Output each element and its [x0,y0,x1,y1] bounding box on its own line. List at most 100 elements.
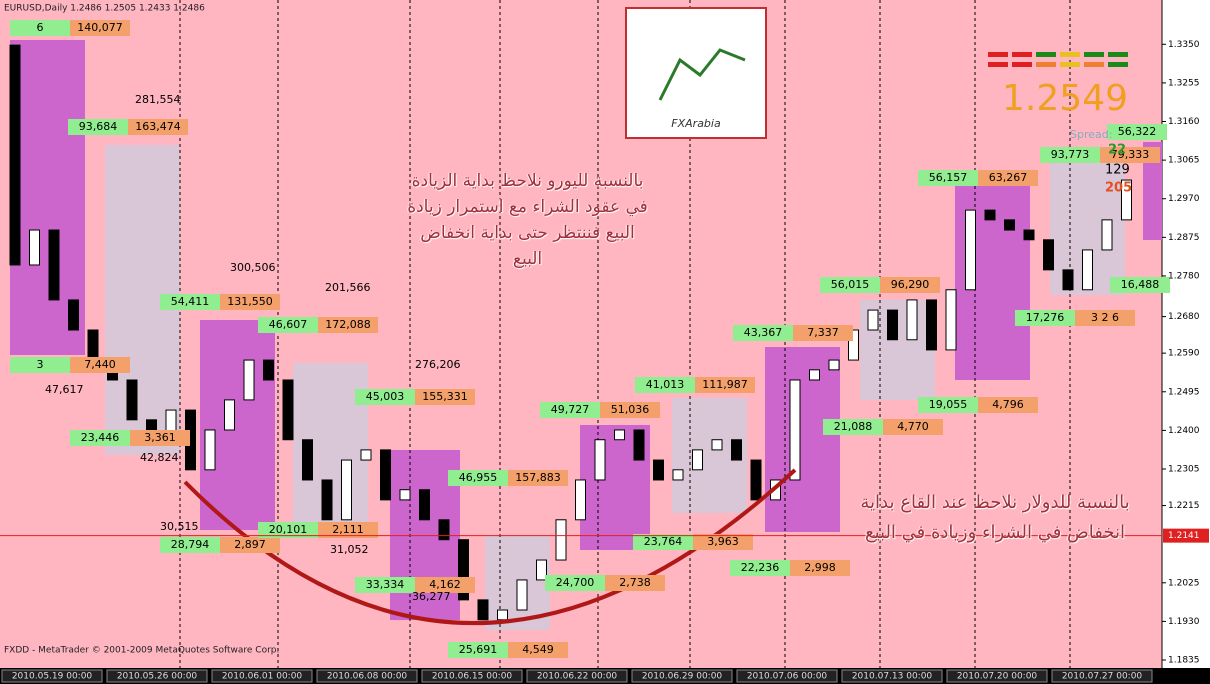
candle-body [1005,220,1015,230]
logo-text: FXArabia [671,117,721,130]
date-label: 2010.06.29 00:00 [642,672,723,682]
signal-bar [1036,52,1056,57]
signal-bar [1060,52,1080,57]
tick-label: 1.2215 [1168,501,1200,511]
signal-bar [1108,62,1128,67]
current-price-label: 1.2141 [1168,531,1200,541]
buy-volume: 20,101 [269,523,308,536]
tick-label: 1.3350 [1168,40,1200,50]
buy-volume: 45,003 [366,390,405,403]
volume-total: 300,506 [230,261,276,274]
candle-body [966,210,976,290]
candle-body [888,310,898,340]
buy-zone [200,320,275,530]
tick-label: 1.2875 [1168,233,1200,243]
buy-volume: 19,055 [929,398,968,411]
buy-volume: 16,488 [1121,278,1160,291]
chart: 6140,07793,684163,47437,44023,4463,36154… [0,0,1210,684]
buy-volume: 17,276 [1026,311,1065,324]
buy-volume: 93,684 [79,120,118,133]
candle-body [1024,230,1034,240]
tick-label: 1.2400 [1168,426,1200,436]
candle-body [810,370,820,380]
candle-body [556,520,566,560]
buy-volume: 93,773 [1051,148,1090,161]
sell-volume: 140,077 [77,21,123,34]
tick-label: 1.3065 [1168,156,1200,166]
sell-volume: 51,036 [611,403,650,416]
candle-body [420,490,430,520]
price-axis-bg [1162,0,1210,668]
volume-total: 201,566 [325,281,371,294]
date-label: 2010.06.22 00:00 [537,672,618,682]
buy-volume: 33,334 [366,578,405,591]
candle-body [712,440,722,450]
symbol-line: EURUSD,Daily 1.2486 1.2505 1.2433 1.2486 [4,4,205,14]
volume-total: 47,617 [45,383,84,396]
volume-total: 42,824 [140,451,179,464]
tick-label: 1.2970 [1168,194,1200,204]
date-label: 2010.05.19 00:00 [12,672,93,682]
candle-body [88,330,98,360]
buy-volume: 46,955 [459,471,498,484]
volume-total: 31,052 [330,543,369,556]
sell-volume: 157,883 [515,471,561,484]
sell-volume: 2,738 [619,576,651,589]
sell-volume: 3 2 6 [1091,311,1119,324]
candle-body [927,300,937,350]
widget-value: 129 [1105,163,1130,178]
candle-body [498,610,508,620]
date-label: 2010.07.27 00:00 [1062,672,1143,682]
candle-body [303,440,313,480]
sell-volume: 96,290 [891,278,930,291]
sell-volume: 4,796 [992,398,1024,411]
sell-volume: 4,770 [897,420,929,433]
signal-bar [1084,62,1104,67]
tick-label: 1.2305 [1168,464,1200,474]
candle-body [1063,270,1073,290]
widget-value: 205 [1105,181,1132,196]
sell-volume: 63,267 [989,171,1028,184]
candle-body [322,480,332,520]
tick-label: 1.2495 [1168,387,1200,397]
dollar-note: بالنسبة للدولار نلاحظ عند القاع بداية ان… [860,488,1130,548]
volume-total: 281,554 [135,93,181,106]
sell-volume: 155,331 [422,390,468,403]
candle-body [400,490,410,500]
tick-label: 1.2025 [1168,578,1200,588]
buy-volume: 6 [37,21,44,34]
candle-body [30,230,40,265]
candle-body [381,450,391,500]
buy-volume: 56,015 [831,278,870,291]
sell-volume: 4,549 [522,643,554,656]
candle-body [946,290,956,350]
tick-label: 1.2680 [1168,312,1200,322]
sell-volume: 3,361 [144,431,176,444]
candle-body [595,440,605,480]
candle-body [1102,220,1112,250]
sell-volume: 7,337 [807,326,839,339]
sell-volume: 163,474 [135,120,181,133]
candle-body [751,460,761,500]
candle-body [1044,240,1054,270]
tick-label: 1.1835 [1168,656,1200,666]
date-label: 2010.07.20 00:00 [957,672,1038,682]
sell-volume: 2,897 [234,538,266,551]
sell-volume: 3,963 [707,535,739,548]
candle-body [127,380,137,420]
tick-label: 1.3160 [1168,117,1200,127]
candle-body [361,450,371,460]
candle-body [673,470,683,480]
buy-volume: 56,157 [929,171,968,184]
date-label: 2010.06.01 00:00 [222,672,303,682]
buy-volume: 25,691 [459,643,498,656]
candle-body [634,430,644,460]
tick-label: 1.1930 [1168,617,1200,627]
candle-body [1083,250,1093,290]
sell-volume: 172,088 [325,318,371,331]
candle-body [49,230,59,300]
candle-body [985,210,995,220]
buy-zone [765,347,840,532]
candle-body [342,460,352,520]
candle-body [517,580,527,610]
